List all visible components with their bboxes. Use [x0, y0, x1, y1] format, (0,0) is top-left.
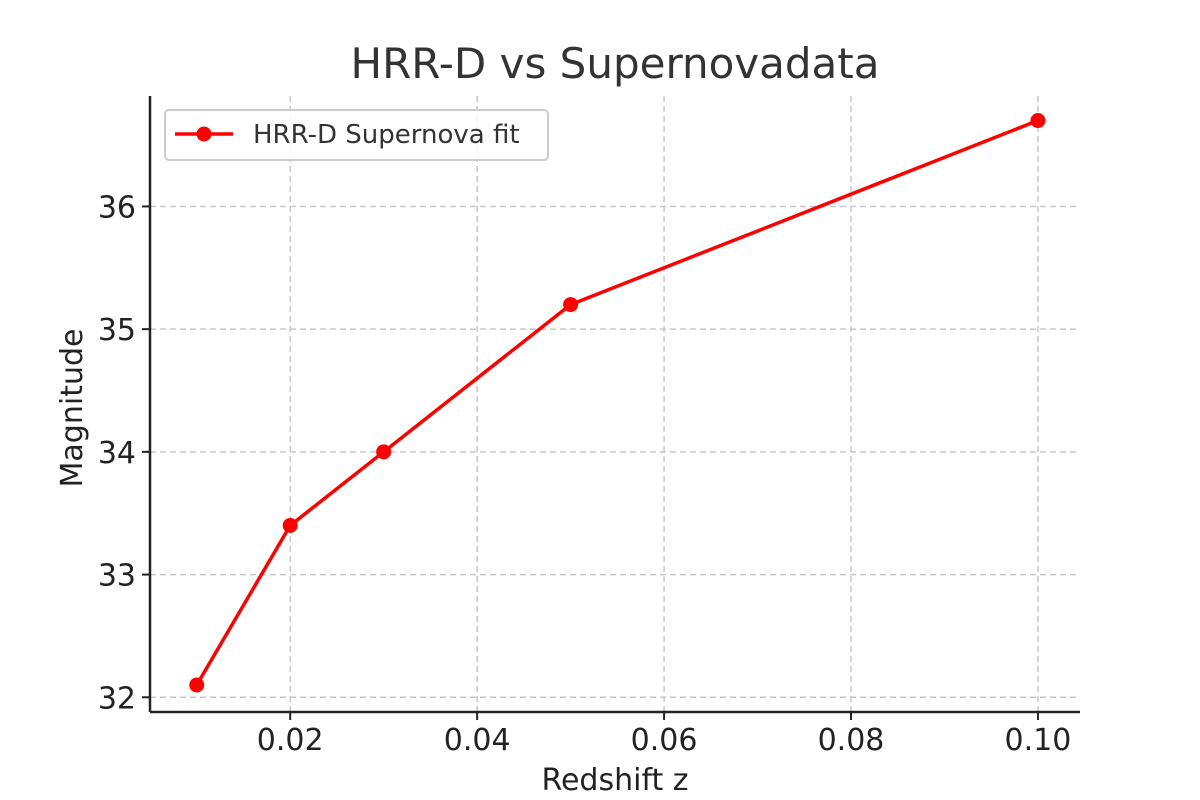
- data-point: [376, 444, 392, 460]
- data-point: [189, 677, 205, 693]
- y-tick-label: 33: [98, 559, 136, 594]
- data-point: [282, 517, 298, 533]
- x-tick-label: 0.08: [818, 723, 885, 758]
- y-tick-label: 36: [98, 190, 136, 225]
- data-point: [563, 297, 579, 313]
- legend-box: [164, 109, 549, 161]
- axes-spines: [148, 96, 1080, 714]
- y-tick-label: 34: [98, 436, 136, 471]
- chart-title: HRR-D vs Supernovadata: [351, 39, 880, 88]
- x-tick-label: 0.06: [631, 723, 698, 758]
- grid: [150, 96, 1080, 712]
- data-point: [1030, 113, 1046, 129]
- legend-label: HRR-D Supernova fit: [253, 120, 520, 150]
- axis-ticks: 0.02 0.04 0.06 0.08 0.10 32 33 34 35 36: [98, 190, 1072, 758]
- x-axis-label: Redshift z: [541, 763, 688, 798]
- x-tick-label: 0.10: [1005, 723, 1072, 758]
- y-tick-label: 35: [98, 313, 136, 348]
- series-line: [195, 118, 1039, 686]
- series-layer: [189, 113, 1046, 693]
- x-tick-label: 0.02: [257, 723, 324, 758]
- y-axis-label: Magnitude: [55, 329, 90, 488]
- legend: HRR-D Supernova fit: [164, 109, 549, 161]
- legend-marker-swatch: [196, 126, 212, 142]
- x-tick-label: 0.04: [444, 723, 511, 758]
- y-tick-label: 32: [98, 681, 136, 716]
